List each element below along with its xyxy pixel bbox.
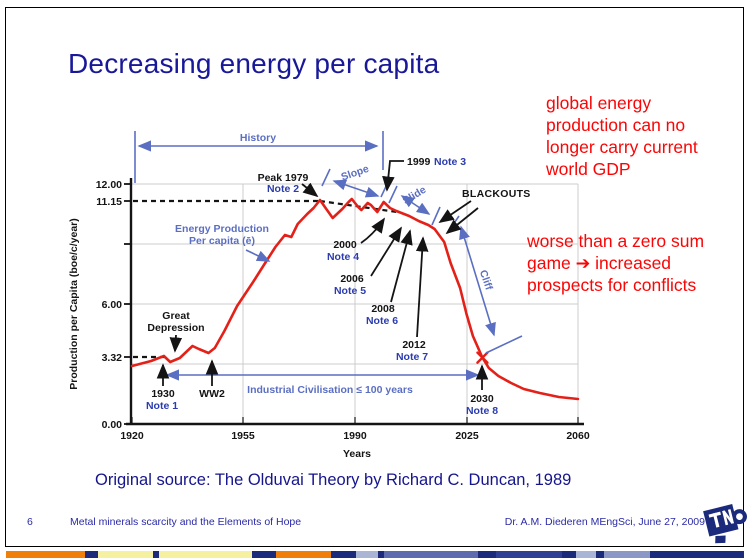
footer-left-text: Metal minerals scarcity and the Elements… xyxy=(70,516,302,528)
x-tick-2025: 2025 xyxy=(455,430,479,442)
red-note-conflicts: worse than a zero sum game ➔ increased p… xyxy=(527,230,750,296)
peak-1979-label: Peak 1979 xyxy=(258,172,309,184)
strip-segment xyxy=(6,551,85,558)
strip-segment xyxy=(496,551,562,558)
strip-segment xyxy=(384,551,478,558)
note-2-label: Note 2 xyxy=(267,183,299,195)
olduvai-chart: 12.00 11.15 6.00 3.32 0.00 1920 1955 199… xyxy=(68,131,590,460)
red-note-line: worse than a zero sum xyxy=(527,231,705,251)
strip-segment xyxy=(576,551,596,558)
y-tick-332: 3.32 xyxy=(102,352,123,364)
strip-segment xyxy=(85,551,98,558)
strip-segment xyxy=(478,551,496,558)
x-axis-title: Years xyxy=(343,448,371,460)
x-tick-1990: 1990 xyxy=(343,430,367,442)
red-note-line: global energy xyxy=(546,93,652,113)
y-axis-title: Production per Capita (boe/c/year) xyxy=(68,218,80,390)
y-tick-12: 12.00 xyxy=(96,179,122,191)
strip-segment xyxy=(98,551,153,558)
strip-segment xyxy=(252,551,276,558)
red-note-line: production can no xyxy=(546,115,686,135)
energy-production-label-1: Energy Production xyxy=(175,223,269,235)
year-2008-label: 2008 xyxy=(371,303,395,315)
history-label: History xyxy=(240,132,276,144)
year-1930-label: 1930 xyxy=(151,388,175,400)
strip-segment xyxy=(596,551,604,558)
x-tick-1955: 1955 xyxy=(231,430,255,442)
red-note-line: longer carry current xyxy=(546,137,698,157)
note-4-label: Note 4 xyxy=(327,251,359,263)
strip-segment xyxy=(356,551,378,558)
strip-segment xyxy=(604,551,650,558)
x-marker-2030 xyxy=(476,351,489,364)
chart-gridlines xyxy=(131,183,579,424)
y-tick-0: 0.00 xyxy=(102,419,123,431)
note-8-label: Note 8 xyxy=(466,405,498,417)
strip-segment xyxy=(276,551,331,558)
great-depression-label-1: Great xyxy=(162,310,190,322)
note-3-label: Note 3 xyxy=(434,156,466,168)
note-7-label: Note 7 xyxy=(396,351,428,363)
strip-segment xyxy=(159,551,252,558)
black-annotation-arrows xyxy=(156,160,489,390)
ww2-label: WW2 xyxy=(199,388,225,400)
bottom-color-strip xyxy=(6,551,744,558)
red-note-line: game ➔ increased xyxy=(527,253,672,273)
x-tick-2060: 2060 xyxy=(566,430,590,442)
year-2006-label: 2006 xyxy=(340,273,364,285)
x-tick-1920: 1920 xyxy=(120,430,144,442)
strip-segment xyxy=(331,551,356,558)
strip-segment xyxy=(153,551,159,558)
tno-logo xyxy=(703,504,747,544)
chart-axes xyxy=(124,178,584,426)
red-note-line: prospects for conflicts xyxy=(527,275,697,295)
blackouts-label: BLACKOUTS xyxy=(462,188,531,200)
year-2030-label: 2030 xyxy=(470,393,494,405)
red-note-line: world GDP xyxy=(546,159,631,179)
red-note-gdp: global energy production can no longer c… xyxy=(546,92,750,180)
year-2012-label: 2012 xyxy=(402,339,426,351)
note-5-label: Note 5 xyxy=(334,285,366,297)
year-1999-label: 1999 xyxy=(407,156,431,168)
great-depression-label-2: Depression xyxy=(147,322,204,334)
footer-right-text: Dr. A.M. Diederen MEngSci, June 27, 2009 xyxy=(504,516,705,528)
footer: 6 Metal minerals scarcity and the Elemen… xyxy=(0,516,750,530)
source-line: Original source: The Olduvai Theory by R… xyxy=(95,471,572,489)
strip-segment xyxy=(562,551,576,558)
note-6-label: Note 6 xyxy=(366,315,398,327)
slide-border xyxy=(5,7,744,547)
strip-segment xyxy=(378,551,384,558)
blue-annotation-lines xyxy=(134,131,523,381)
strip-segment xyxy=(650,551,744,558)
slide-title: Decreasing energy per capita xyxy=(68,48,440,79)
y-tick-1115: 11.15 xyxy=(96,196,122,208)
slope-label: Slope xyxy=(340,163,371,184)
industrial-civilisation-label: Industrial Civilisation ≤ 100 years xyxy=(247,384,413,396)
page-number: 6 xyxy=(27,516,33,528)
energy-production-label-2: Per capita (ē) xyxy=(189,235,255,247)
note-1-label: Note 1 xyxy=(146,400,178,412)
y-tick-6: 6.00 xyxy=(102,299,123,311)
year-2000-label: 2000 xyxy=(333,239,357,251)
